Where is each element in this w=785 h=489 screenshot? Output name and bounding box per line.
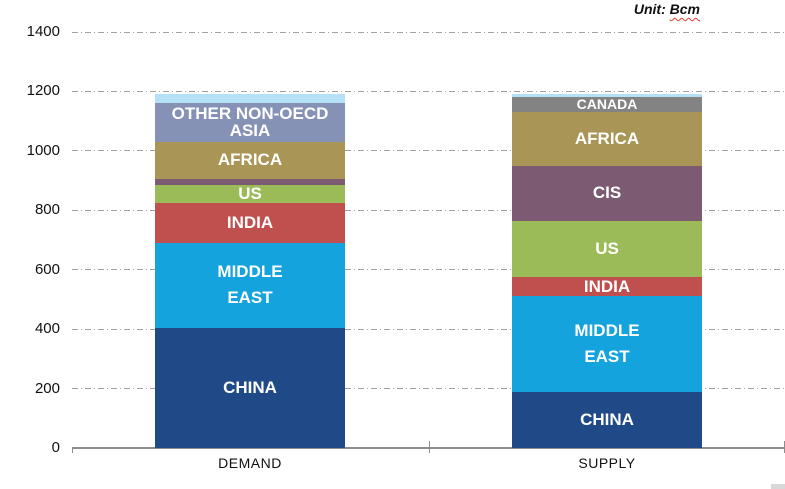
gridline xyxy=(72,388,785,390)
y-axis-tick-label: 600 xyxy=(34,260,60,278)
y-axis-tick-label: 200 xyxy=(34,379,60,397)
segment-label-other-non-oecd-asia: OTHER NON-OECD ASIA xyxy=(171,104,329,140)
screenshot-edge-artifact xyxy=(771,484,785,489)
segment-supply-cis: CIS xyxy=(512,165,702,221)
segment-demand-middle-east: MIDDLE EAST xyxy=(155,242,345,328)
gridline xyxy=(72,31,785,33)
segment-label-canada: CANADA xyxy=(576,96,638,113)
segment-demand-africa: AFRICA xyxy=(155,141,345,180)
y-axis-tick-label: 400 xyxy=(34,320,60,338)
x-axis-line xyxy=(72,447,785,449)
unit-note-term: Bcm xyxy=(669,1,700,17)
y-axis-tick-label: 1200 xyxy=(26,82,60,100)
gridline xyxy=(72,90,785,92)
segment-label-us: US xyxy=(238,183,262,203)
y-axis-tick-label: 800 xyxy=(34,201,60,219)
segment-demand-us: US xyxy=(155,183,345,203)
y-axis-tick-label: 0 xyxy=(51,439,60,456)
gridline xyxy=(72,328,785,330)
segment-demand-other-non-oecd-asia: OTHER NON-OECD ASIA xyxy=(155,103,345,142)
segment-label-africa: AFRICA xyxy=(217,150,283,170)
y-axis-tick-label: 1000 xyxy=(26,141,60,159)
segment-supply-india: INDIA xyxy=(512,276,702,297)
unit-note: Unit: Bcm xyxy=(0,1,700,17)
segment-supply-middle-east: MIDDLE EAST xyxy=(512,296,702,392)
gridline xyxy=(72,269,785,271)
x-axis-category-label: DEMAND xyxy=(218,455,282,471)
segment-label-africa: AFRICA xyxy=(574,128,640,148)
segment-supply-africa: AFRICA xyxy=(512,112,702,166)
segment-supply-unlabeled-light-blue xyxy=(512,94,702,98)
segment-demand-india: INDIA xyxy=(155,202,345,243)
segment-supply-us: US xyxy=(512,220,702,278)
x-axis-tick xyxy=(429,441,430,453)
segment-label-us: US xyxy=(595,238,619,258)
segment-label-middle-east: MIDDLE EAST xyxy=(574,320,640,366)
gridline xyxy=(72,150,785,152)
y-axis-tick-label: 1400 xyxy=(26,23,60,40)
segment-demand-china: CHINA xyxy=(155,327,345,448)
segment-supply-canada: CANADA xyxy=(512,96,702,113)
segment-demand-cis xyxy=(155,179,345,186)
segment-supply-china: CHINA xyxy=(512,391,702,448)
x-axis-category-label: SUPPLY xyxy=(578,455,636,471)
gridline xyxy=(72,209,785,211)
segment-label-china: CHINA xyxy=(580,409,634,429)
segment-label-cis: CIS xyxy=(592,182,622,202)
segment-label-middle-east: MIDDLE EAST xyxy=(217,261,283,308)
unit-note-prefix: Unit: xyxy=(633,1,670,17)
x-axis-tick xyxy=(72,448,73,453)
segment-label-india: INDIA xyxy=(226,212,274,232)
segment-label-china: CHINA xyxy=(223,377,277,397)
segment-label-india: INDIA xyxy=(583,276,631,296)
segment-demand-unlabeled-light-blue xyxy=(155,94,345,104)
